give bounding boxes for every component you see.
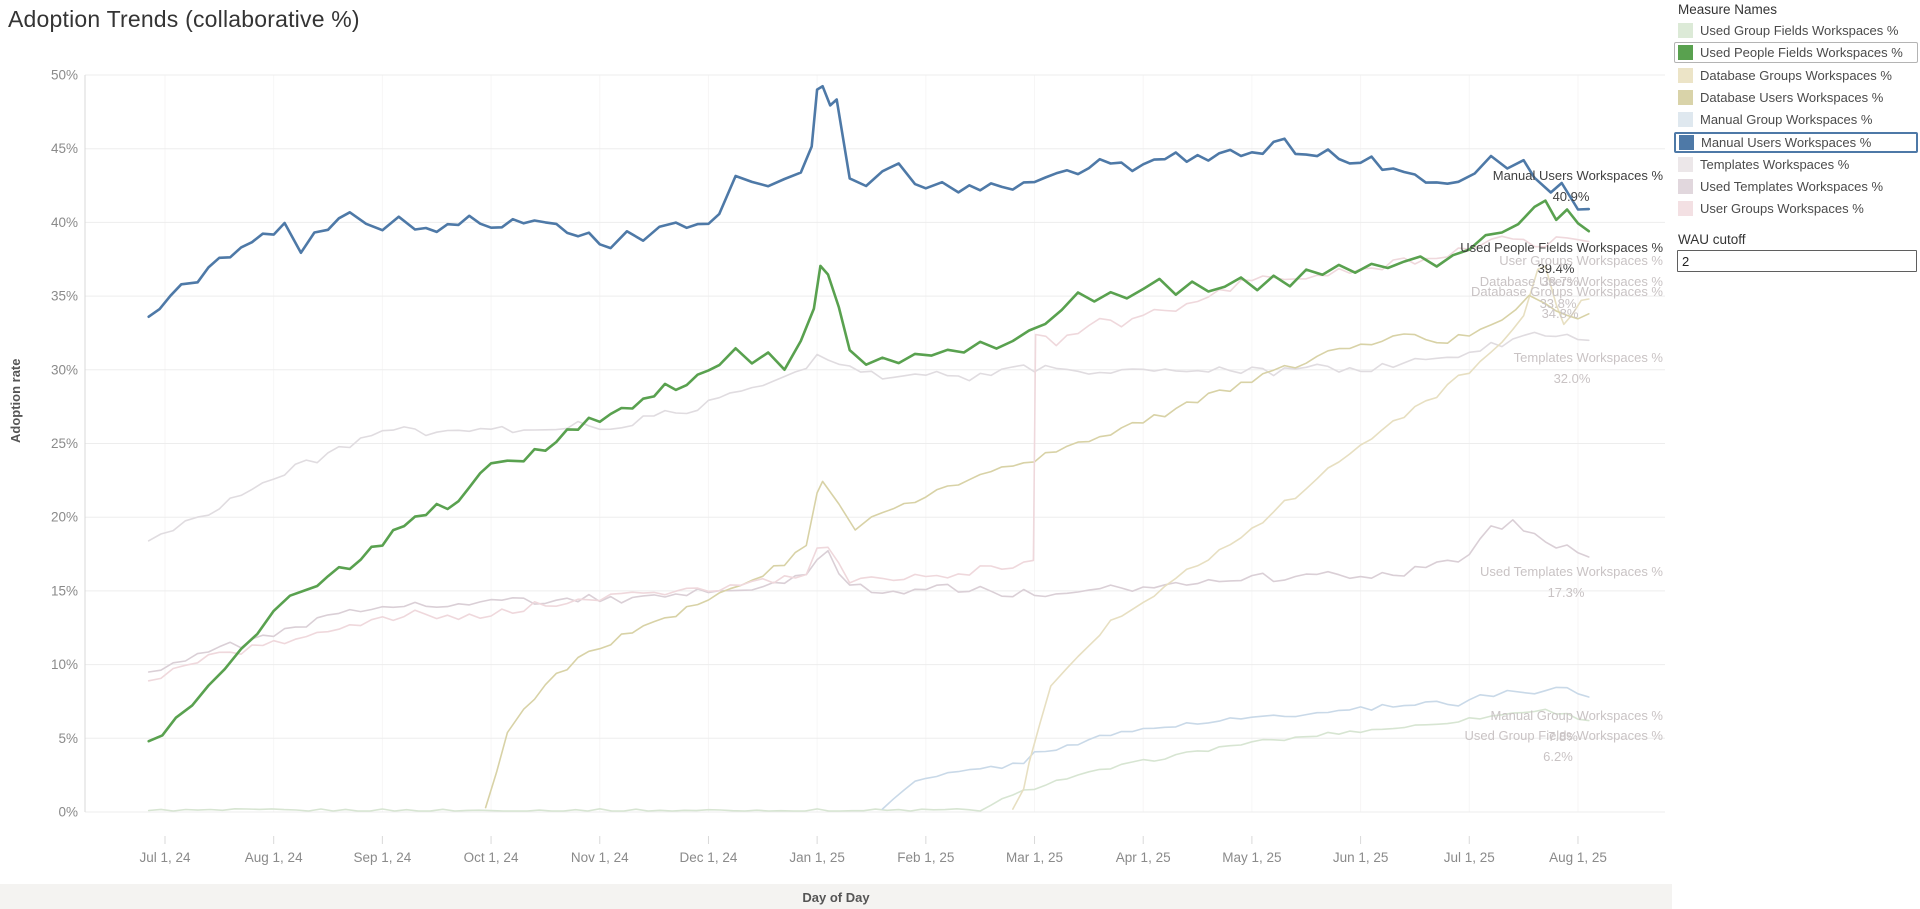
legend-item-label: Manual Users Workspaces % bbox=[1701, 134, 1872, 150]
x-tick-label: May 1, 25 bbox=[1222, 850, 1281, 865]
series-line-database-groups-workspaces-[interactable] bbox=[1011, 265, 1590, 810]
x-tick-label: Apr 1, 25 bbox=[1116, 850, 1171, 865]
series-line-user-groups-workspaces-[interactable] bbox=[147, 235, 1590, 682]
legend-item-label: Used People Fields Workspaces % bbox=[1700, 45, 1903, 61]
y-tick-label: 15% bbox=[51, 583, 78, 598]
wau-cutoff-label: WAU cutoff bbox=[1678, 232, 1746, 247]
y-tick-label: 20% bbox=[51, 510, 78, 525]
legend-swatch bbox=[1678, 201, 1693, 217]
legend-panel: Measure Names Used Group Fields Workspac… bbox=[1672, 0, 1920, 909]
y-tick-label: 45% bbox=[51, 141, 78, 156]
legend-item-used-people-fields-workspaces-[interactable]: Used People Fields Workspaces % bbox=[1674, 42, 1918, 64]
y-tick-label: 10% bbox=[51, 657, 78, 672]
y-tick-label: 25% bbox=[51, 436, 78, 451]
y-tick-label: 50% bbox=[51, 68, 78, 83]
legend-swatch bbox=[1678, 156, 1693, 172]
x-tick-label: Sep 1, 24 bbox=[353, 850, 411, 865]
legend-item-manual-group-workspaces-[interactable]: Manual Group Workspaces % bbox=[1674, 109, 1918, 130]
legend-swatch bbox=[1678, 67, 1693, 83]
legend-swatch bbox=[1678, 89, 1693, 105]
x-tick-label: Feb 1, 25 bbox=[897, 850, 954, 865]
legend-swatch bbox=[1678, 23, 1693, 38]
series-line-used-templates-workspaces-[interactable] bbox=[147, 518, 1590, 673]
y-tick-label: 40% bbox=[51, 215, 78, 230]
x-tick-label: Jan 1, 25 bbox=[789, 850, 845, 865]
legend-header: Measure Names bbox=[1678, 2, 1778, 17]
legend-swatch bbox=[1678, 179, 1693, 195]
y-tick-label: 30% bbox=[51, 362, 78, 377]
x-tick-label: Aug 1, 24 bbox=[245, 850, 303, 865]
x-tick-label: Jul 1, 24 bbox=[139, 850, 191, 865]
legend-item-templates-workspaces-[interactable]: Templates Workspaces % bbox=[1674, 154, 1918, 175]
series-line-manual-users-workspaces-[interactable] bbox=[147, 84, 1591, 319]
x-tick-label: Oct 1, 24 bbox=[464, 850, 519, 865]
legend-item-user-groups-workspaces-[interactable]: User Groups Workspaces % bbox=[1674, 198, 1918, 219]
x-tick-label: Jun 1, 25 bbox=[1333, 850, 1389, 865]
legend-item-label: Database Users Workspaces % bbox=[1700, 89, 1884, 105]
legend-item-label: Used Templates Workspaces % bbox=[1700, 179, 1884, 195]
series-line-used-group-fields-workspaces-[interactable] bbox=[147, 708, 1590, 812]
x-tick-label: Mar 1, 25 bbox=[1006, 850, 1063, 865]
y-tick-label: 35% bbox=[51, 289, 78, 304]
x-tick-label: Nov 1, 24 bbox=[571, 850, 629, 865]
legend-swatch bbox=[1679, 134, 1694, 150]
legend-swatch bbox=[1678, 112, 1693, 128]
plot-area[interactable]: Jul 1, 24 Aug 1, 24 Sep 1, 24 Oct 1, 24 Nov … bbox=[0, 0, 1672, 909]
series-line-manual-group-workspaces-[interactable] bbox=[881, 686, 1590, 810]
legend-item-used-templates-workspaces-[interactable]: Used Templates Workspaces % bbox=[1674, 176, 1918, 197]
x-tick-label: Dec 1, 24 bbox=[680, 850, 738, 865]
legend-item-database-users-workspaces-[interactable]: Database Users Workspaces % bbox=[1674, 87, 1918, 108]
y-tick-label: 0% bbox=[58, 805, 78, 820]
series-line-templates-workspaces-[interactable] bbox=[147, 331, 1590, 542]
legend-swatch bbox=[1678, 45, 1693, 61]
legend-item-label: Templates Workspaces % bbox=[1700, 156, 1850, 172]
wau-cutoff-input[interactable] bbox=[1677, 250, 1917, 272]
legend-item-label: Database Groups Workspaces % bbox=[1700, 67, 1892, 83]
x-tick-label: Jul 1, 25 bbox=[1444, 850, 1495, 865]
y-tick-label: 5% bbox=[58, 731, 78, 746]
legend-item-database-groups-workspaces-[interactable]: Database Groups Workspaces % bbox=[1674, 65, 1918, 86]
legend-item-used-group-fields-workspaces-[interactable]: Used Group Fields Workspaces % bbox=[1674, 20, 1918, 41]
series-line-database-users-workspaces-[interactable] bbox=[484, 294, 1590, 809]
legend-item-label: Manual Group Workspaces % bbox=[1700, 112, 1873, 128]
x-tick-label: Aug 1, 25 bbox=[1549, 850, 1607, 865]
legend-item-label: User Groups Workspaces % bbox=[1700, 201, 1864, 217]
y-axis-label: Adoption rate bbox=[8, 358, 23, 444]
legend-item-label: Used Group Fields Workspaces % bbox=[1700, 23, 1899, 38]
legend-item-manual-users-workspaces-[interactable]: Manual Users Workspaces % bbox=[1674, 131, 1918, 153]
x-axis-label: Day of Day bbox=[802, 890, 870, 905]
bottom-strip bbox=[0, 884, 1920, 909]
series-line-used-people-fields-workspaces-[interactable] bbox=[147, 199, 1591, 743]
page-title: Adoption Trends (collaborative %) bbox=[8, 6, 360, 32]
